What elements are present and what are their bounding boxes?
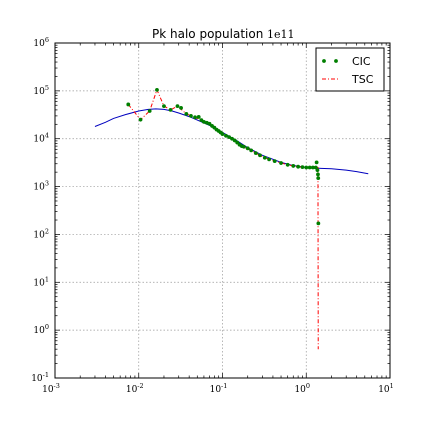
y-tick-label: 103	[33, 180, 49, 193]
y-tick-label-exponent: 6	[45, 36, 49, 44]
legend-marker-cic	[322, 59, 326, 63]
data-point-cic	[267, 157, 271, 162]
y-tick-label-base: 10	[33, 183, 45, 193]
data-point-cic	[314, 160, 319, 165]
data-point-cic	[262, 155, 267, 160]
data-point-cic	[279, 161, 283, 165]
data-point-cic	[220, 132, 225, 136]
y-tick-label: 100	[33, 323, 49, 336]
legend: CIC TSC	[315, 47, 385, 92]
x-tick-label-exponent: -2	[137, 382, 143, 390]
x-tick-label-exponent: -1	[221, 382, 227, 390]
data-point-cic	[207, 121, 212, 126]
x-tick-label: 10-1	[210, 382, 228, 395]
data-point-cic	[241, 144, 246, 149]
data-point-cic	[316, 172, 320, 177]
series-layer	[94, 87, 369, 350]
data-point-cic	[179, 106, 183, 110]
x-tick-label-exponent: -3	[54, 382, 60, 390]
x-tick-label-base: 10	[210, 385, 222, 395]
data-point-cic	[230, 136, 234, 141]
y-tick-label-exponent: 5	[45, 84, 49, 92]
data-point-cic	[258, 153, 262, 158]
data-point-cic	[315, 168, 320, 173]
y-tick-label: 101	[33, 275, 49, 288]
data-point-cic	[316, 176, 321, 181]
y-tick-label-base: 10	[31, 374, 43, 384]
x-tick-label: 10-2	[126, 382, 144, 395]
x-tick-label-exponent: 1	[390, 382, 394, 390]
data-point-cic	[307, 165, 312, 170]
data-point-cic	[224, 133, 228, 138]
chart-title: Pk halo population	[152, 27, 263, 41]
y-tick-label-exponent: 4	[45, 132, 49, 140]
chart-title-suffix: 1e11	[267, 28, 295, 41]
data-point-cic	[189, 113, 193, 118]
data-point-cic	[310, 165, 315, 170]
grid-lines	[54, 42, 391, 379]
legend-marker-cic	[334, 59, 338, 63]
data-point-cic	[272, 159, 277, 164]
y-tick-label: 106	[33, 36, 49, 49]
data-point-cic	[155, 87, 159, 92]
y-tick-label-exponent: 1	[45, 275, 49, 283]
data-point-cic	[300, 165, 305, 170]
data-point-cic	[162, 104, 166, 109]
data-point-cic	[227, 135, 232, 140]
data-point-cic	[196, 115, 201, 119]
y-tick-label-base: 10	[33, 87, 45, 97]
y-tick-label-base: 10	[33, 326, 45, 336]
data-point-cic	[126, 102, 131, 107]
x-tick-label-base: 10	[378, 385, 390, 395]
data-point-cic	[232, 138, 237, 143]
y-tick-label: 102	[33, 227, 49, 240]
x-tick-label-base: 10	[294, 385, 306, 395]
y-tick-label: 104	[33, 132, 49, 145]
legend-box	[315, 47, 385, 92]
x-tick-label: 10-3	[42, 382, 60, 395]
y-tick-label-exponent: 3	[45, 180, 49, 188]
legend-label-cic: CIC	[352, 55, 371, 68]
x-tick-label: 101	[378, 382, 394, 395]
x-tick-label-base: 10	[126, 385, 138, 395]
y-tick-label-exponent: 0	[45, 323, 49, 331]
y-tick-label-base: 10	[33, 230, 45, 240]
chart-title-group: Pk halo population 1e11	[152, 27, 295, 41]
series-tsc-line	[127, 88, 319, 350]
data-point-cic	[253, 151, 258, 156]
x-tick-label-exponent: 0	[306, 382, 310, 390]
data-point-cic	[168, 108, 173, 112]
series-cic-points	[126, 87, 321, 226]
legend-label-tsc: TSC	[351, 73, 374, 86]
axis-ticks	[54, 42, 391, 379]
data-point-cic	[296, 164, 301, 169]
y-tick-label-base: 10	[33, 39, 45, 49]
data-point-cic	[249, 148, 254, 153]
data-point-cic	[316, 221, 321, 226]
series-model-line	[94, 108, 369, 175]
data-point-cic	[291, 164, 296, 168]
y-tick-label-base: 10	[33, 135, 45, 145]
y-tick-label-base: 10	[33, 278, 45, 288]
data-point-cic	[147, 109, 152, 113]
data-point-cic	[245, 146, 250, 151]
data-point-cic	[202, 119, 206, 124]
y-tick-label-exponent: 2	[45, 227, 49, 235]
x-tick-label: 100	[294, 382, 310, 395]
data-point-cic	[285, 162, 290, 167]
data-point-cic	[175, 104, 180, 109]
data-point-cic	[138, 117, 143, 122]
data-point-cic	[184, 111, 189, 116]
x-tick-label-base: 10	[42, 385, 54, 395]
y-tick-label: 105	[33, 84, 49, 97]
y-tick-label-exponent: -1	[43, 371, 49, 379]
y-tick-label: 10-1	[31, 371, 49, 384]
data-point-cic	[193, 115, 197, 120]
data-point-cic	[304, 165, 309, 170]
x-tick-labels: 10-3 10-2 10-1 100 101	[42, 382, 394, 395]
